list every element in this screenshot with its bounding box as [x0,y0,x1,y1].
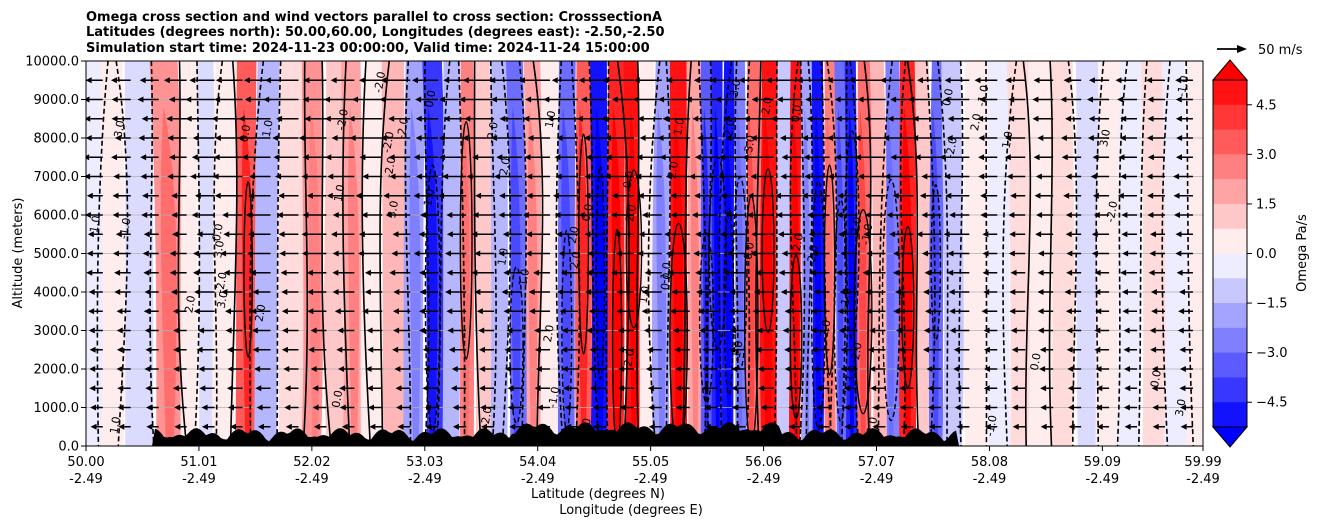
y-tick-label: 4000.0 [34,286,80,301]
y-tick-label: 7000.0 [34,170,80,185]
x-tick-label-lon: -2.49 [747,472,781,487]
x-tick-label-lon: -2.49 [860,472,894,487]
x-tick-label-lon: -2.49 [1186,472,1220,487]
quiver-key-arrow-icon [1237,45,1247,53]
y-tick-label: 3000.0 [34,324,80,339]
colorbar-segment [1213,80,1247,105]
chart-subtitle-line-1: Latitudes (degrees north): 50.00,60.00, … [86,25,665,40]
colorbar-segment [1213,303,1247,328]
colorbar-tick-label: 1.5 [1256,197,1277,212]
x-tick-label-lat: 57.07 [858,455,895,470]
x-tick-label-lat: 50.00 [67,455,104,470]
colorbar-tick-label: −4.5 [1256,396,1288,411]
colorbar-segment [1213,328,1247,353]
x-tick-label-lat: 56.06 [745,455,782,470]
colorbar-tick-label: 0.0 [1256,247,1277,262]
colorbar-tick-label: −1.5 [1256,297,1288,312]
y-axis: 0.0 1000.0 2000.0 3000.0 4000.0 5000.0 6000.0 7… [25,55,86,455]
x-tick-label-lon: -2.49 [182,472,216,487]
colorbar-tick-label: −3.0 [1256,346,1288,361]
colorbar-segment [1213,204,1247,229]
y-tick-label: 9000.0 [34,93,80,108]
colorbar-segment [1213,402,1247,427]
colorbar-tick-label: 3.0 [1256,148,1277,163]
x-tick-label-lon: -2.49 [634,472,668,487]
y-axis-label: Altitude (meters) [11,198,26,309]
x-tick-label-lat: 52.02 [293,455,330,470]
x-tick-label-lat: 54.04 [519,455,556,470]
y-tick-label: 10000.0 [25,55,79,70]
x-tick-label-lat: 59.09 [1084,455,1121,470]
x-axis-label-2: Longitude (degrees E) [559,503,703,518]
y-tick-label: 0.0 [58,440,79,455]
colorbar-extend-high [1213,60,1247,80]
x-tick-label-lon: -2.49 [69,472,103,487]
x-tick-label-lat: 53.03 [406,455,443,470]
x-tick-label-lat: 55.05 [632,455,669,470]
x-axis: 50.00 -2.49 51.01 -2.49 52.02 -2.49 53.03 -2.49… [67,446,1221,487]
colorbar: −4.5 −3.0 −1.5 0.0 1.5 3.0 4.5 Omega Pa/s [1213,60,1310,447]
x-tick-label-lat: 51.01 [180,455,217,470]
plot-area: 0.01.00.00.02.0-2.0-1.01.00.02.0-2.0-1.0… [83,61,1203,491]
x-tick-label-lon: -2.49 [408,472,442,487]
x-tick-label-lon: -2.49 [1086,472,1120,487]
colorbar-segment [1213,278,1247,303]
colorbar-extend-low [1213,427,1247,447]
colorbar-segment [1213,377,1247,402]
colorbar-segment [1213,154,1247,179]
x-tick-label-lat: 58.08 [971,455,1008,470]
x-axis-label: Latitude (degrees N) [531,487,665,502]
x-tick-label-lon: -2.49 [295,472,329,487]
colorbar-label: Omega Pa/s [1295,214,1310,292]
colorbar-tick-label: 4.5 [1256,98,1277,113]
x-tick-label-lon: -2.49 [973,472,1007,487]
quiver-key-label: 50 m/s [1258,43,1303,58]
quiver-key: 50 m/s [1217,43,1303,58]
y-tick-label: 5000.0 [34,247,80,262]
colorbar-segment [1213,254,1247,279]
x-tick-label-lat: 59.99 [1184,455,1221,470]
y-tick-label: 1000.0 [34,401,80,416]
colorbar-segment [1213,130,1247,155]
colorbar-segment [1213,179,1247,204]
chart-title: Omega cross section and wind vectors par… [86,10,662,25]
colorbar-segment [1213,105,1247,130]
chart-subtitle-line-2: Simulation start time: 2024-11-23 00:00:… [86,41,650,56]
x-tick-label-lon: -2.49 [521,472,555,487]
y-tick-label: 6000.0 [34,209,80,224]
colorbar-segment [1213,229,1247,254]
colorbar-segment [1213,353,1247,378]
y-tick-label: 2000.0 [34,363,80,378]
y-tick-label: 8000.0 [34,132,80,147]
